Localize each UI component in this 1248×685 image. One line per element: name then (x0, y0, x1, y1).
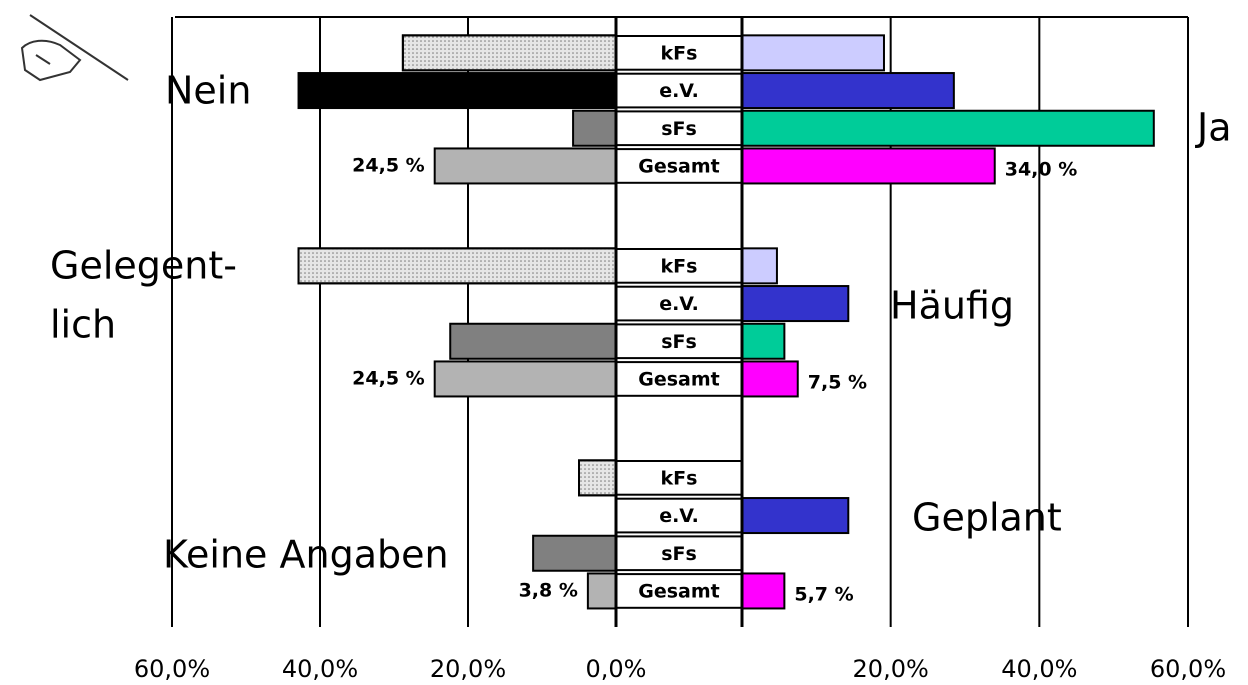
row-label-box (615, 248, 743, 284)
right-bar (741, 34, 885, 72)
row-label: kFs (661, 467, 698, 489)
pencil-icon (20, 14, 129, 82)
group-label: lich (50, 303, 116, 347)
value-label: 24,5 % (352, 367, 425, 389)
row-label: Gesamt (638, 368, 720, 390)
x-tick-label: 20,0% (430, 655, 506, 683)
x-tick-label: 20,0% (853, 655, 929, 683)
value-label: 5,7 % (794, 583, 853, 605)
group-label: Keine Angaben (163, 533, 449, 577)
group-label: Nein (165, 69, 251, 113)
row-label: sFs (661, 331, 697, 353)
right-bar (741, 322, 786, 360)
value-label: 7,5 % (808, 371, 867, 393)
group-label: Ja (1195, 106, 1232, 150)
row-label: sFs (661, 543, 697, 565)
bar-pattern (578, 459, 617, 497)
group-label: Gelegent- (50, 244, 237, 288)
row-label-box (615, 323, 743, 360)
x-tick-label: 60,0% (134, 655, 210, 683)
right-bar (741, 72, 955, 110)
group-label: Geplant (912, 496, 1062, 540)
row-label: e.V. (659, 505, 699, 527)
bar-pattern (297, 247, 617, 285)
left-bar (433, 360, 618, 398)
right-bar (741, 247, 778, 285)
row-label-box (615, 535, 743, 572)
x-tick-label: 60,0% (1150, 655, 1226, 683)
left-bar (449, 322, 617, 360)
left-bar (433, 147, 618, 185)
right-bar (741, 109, 1155, 147)
row-label: e.V. (659, 293, 699, 315)
right-bar (741, 285, 850, 323)
right-bar (741, 572, 786, 610)
row-label: Gesamt (638, 155, 720, 177)
x-tick-label: 40,0% (282, 655, 358, 683)
left-bar (572, 109, 618, 147)
row-label-box (615, 35, 743, 71)
group-label: Häufig (890, 284, 1014, 328)
row-label: Gesamt (638, 580, 720, 602)
row-label: kFs (661, 42, 698, 64)
row-label-box (615, 285, 743, 322)
bar-pattern (401, 34, 617, 72)
row-label-box (615, 460, 743, 496)
left-bar (297, 72, 617, 110)
right-bar (741, 497, 850, 535)
right-bar (741, 147, 996, 185)
row-label-box (615, 573, 743, 609)
value-label: 34,0 % (1005, 158, 1078, 180)
left-bar (586, 572, 618, 610)
value-label: 24,5 % (352, 154, 425, 176)
x-tick-label: 40,0% (1001, 655, 1077, 683)
right-bar (741, 360, 799, 398)
row-label: sFs (661, 118, 697, 140)
row-label: e.V. (659, 80, 699, 102)
x-tick-label: 0,0% (586, 655, 647, 683)
row-label: kFs (661, 255, 698, 277)
left-bar (532, 534, 617, 572)
value-label: 3,8 % (519, 579, 578, 601)
